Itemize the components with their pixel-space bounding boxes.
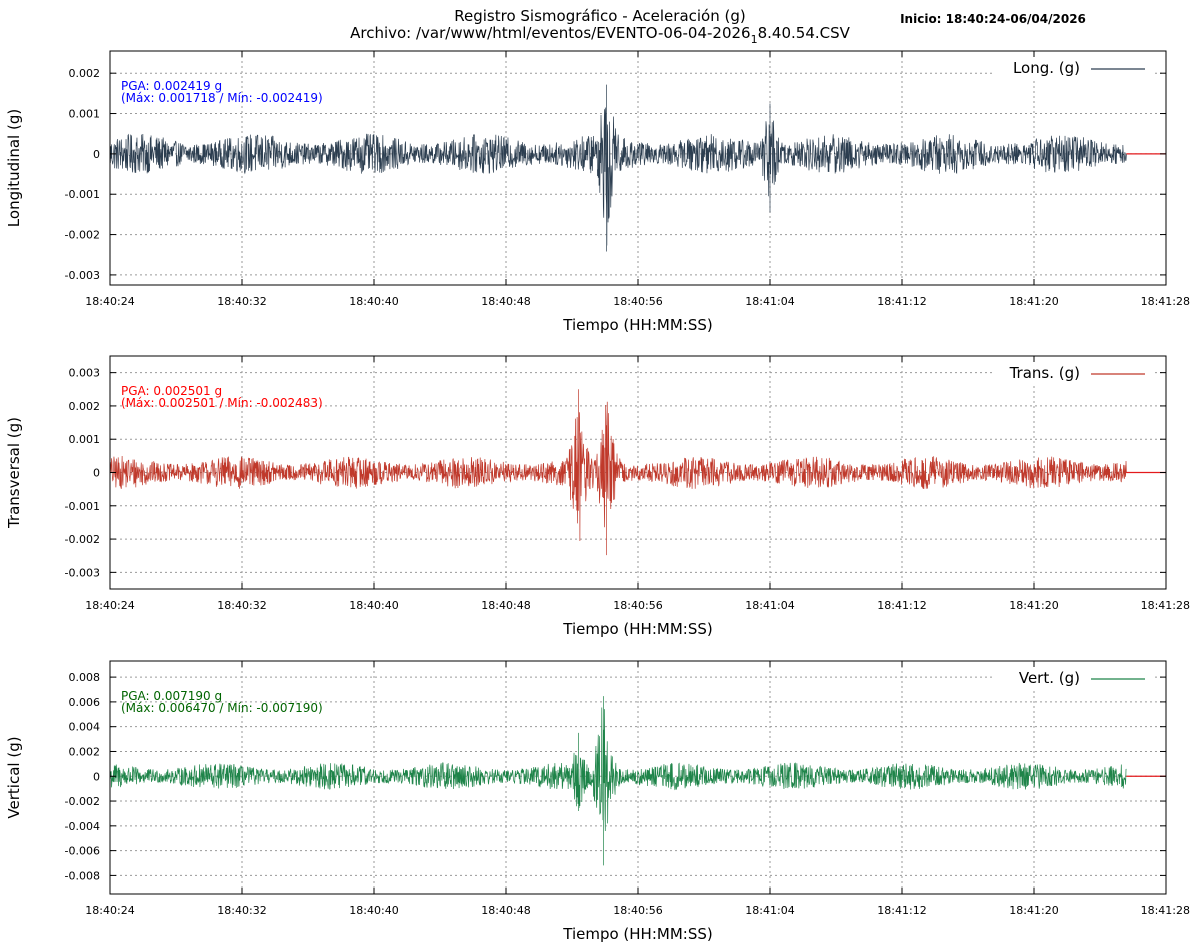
y-tick-label-long-4: -0.002 [65, 229, 100, 242]
x-tick-label-long-1: 18:40:32 [217, 295, 266, 308]
legend-bg-vert [995, 667, 1155, 689]
x-tick-label-vert-7: 18:41:20 [1009, 904, 1058, 917]
y-tick-label-vert-4: 0 [93, 770, 100, 783]
legend-label-vert: Vert. (g) [1019, 669, 1080, 687]
x-tick-label-trans-5: 18:41:04 [745, 599, 794, 612]
y-tick-label-long-0: 0.002 [69, 67, 101, 80]
y-tick-label-trans-2: 0.001 [69, 433, 101, 446]
x-tick-label-long-0: 18:40:24 [85, 295, 134, 308]
pga-label-trans: PGA: 0.002501 g [121, 384, 222, 398]
y-tick-label-long-5: -0.003 [65, 269, 100, 282]
series-line-long [109, 84, 1127, 252]
panel-trans: 0.003 0.002 0.001 0 -0.001 -0.002 -0.003 18:40:… [5, 355, 1190, 638]
series-line-trans [109, 389, 1127, 556]
x-axis-title-vert: Tiempo (HH:MM:SS) [562, 925, 712, 943]
x-tick-label-vert-0: 18:40:24 [85, 904, 134, 917]
y-axis-title-trans: Transversal (g) [5, 417, 23, 529]
y-tick-label-long-3: -0.001 [65, 188, 100, 201]
y-tick-label-trans-3: 0 [93, 467, 100, 480]
pga-range-label-long: (Máx: 0.001718 / Mín: -0.002419) [121, 91, 323, 105]
x-tick-label-long-8: 18:41:28 [1141, 295, 1190, 308]
x-axis-title-long: Tiempo (HH:MM:SS) [562, 316, 712, 334]
y-tick-label-vert-2: 0.004 [69, 721, 101, 734]
start-time-label: Inicio: 18:40:24-06/04/2026 [900, 12, 1086, 26]
grid-long [110, 51, 1166, 285]
x-tick-label-trans-2: 18:40:40 [349, 599, 398, 612]
x-tick-label-vert-3: 18:40:48 [481, 904, 530, 917]
x-tick-label-long-3: 18:40:48 [481, 295, 530, 308]
figure-subtitle-file: Archivo: /var/www/html/eventos/EVENTO-06… [350, 24, 851, 46]
y-tick-label-trans-6: -0.003 [65, 566, 100, 579]
legend-label-long: Long. (g) [1013, 59, 1080, 77]
figure-title: Registro Sismográfico - Aceleración (g) [454, 7, 745, 25]
pga-label-vert: PGA: 0.007190 g [121, 689, 222, 703]
pga-range-label-vert: (Máx: 0.006470 / Mín: -0.007190) [121, 701, 323, 715]
file-path-subscript: 1 [751, 33, 758, 46]
x-tick-label-trans-0: 18:40:24 [85, 599, 134, 612]
y-tick-label-vert-3: 0.002 [69, 745, 101, 758]
legend-label-trans: Trans. (g) [1009, 364, 1080, 382]
y-axis-title-long: Longitudinal (g) [5, 109, 23, 227]
y-tick-label-vert-8: -0.008 [65, 869, 100, 882]
x-tick-label-vert-1: 18:40:32 [217, 904, 266, 917]
x-axis-title-trans: Tiempo (HH:MM:SS) [562, 620, 712, 638]
panel-vert: 0.008 0.006 0.004 0.002 0 -0.002 -0.004 -0.006 -… [5, 660, 1190, 943]
x-tick-label-trans-7: 18:41:20 [1009, 599, 1058, 612]
x-tick-label-long-5: 18:41:04 [745, 295, 794, 308]
grid-vert [110, 661, 1166, 894]
x-tick-label-long-2: 18:40:40 [349, 295, 398, 308]
y-tick-label-long-2: 0 [93, 148, 100, 161]
y-tick-label-vert-6: -0.004 [65, 820, 100, 833]
x-tick-label-vert-6: 18:41:12 [877, 904, 926, 917]
legend-bg-long [995, 57, 1155, 79]
x-tick-label-trans-8: 18:41:28 [1141, 599, 1190, 612]
x-tick-label-trans-4: 18:40:56 [613, 599, 662, 612]
file-path-prefix: Archivo: /var/www/html/eventos/EVENTO-06… [350, 24, 751, 42]
y-tick-label-trans-0: 0.003 [69, 367, 101, 380]
y-tick-label-trans-5: -0.002 [65, 533, 100, 546]
y-axis-title-vert: Vertical (g) [5, 736, 23, 818]
pga-range-label-trans: (Máx: 0.002501 / Mín: -0.002483) [121, 396, 323, 410]
x-tick-label-trans-6: 18:41:12 [877, 599, 926, 612]
x-tick-label-long-6: 18:41:12 [877, 295, 926, 308]
x-tick-label-vert-2: 18:40:40 [349, 904, 398, 917]
x-tick-label-long-7: 18:41:20 [1009, 295, 1058, 308]
legend-bg-trans [995, 362, 1155, 384]
y-tick-label-vert-5: -0.002 [65, 795, 100, 808]
x-tick-label-vert-4: 18:40:56 [613, 904, 662, 917]
x-tick-label-trans-3: 18:40:48 [481, 599, 530, 612]
file-path-suffix: 8.40.54.CSV [758, 24, 851, 42]
x-tick-label-vert-5: 18:41:04 [745, 904, 794, 917]
y-tick-label-trans-4: -0.001 [65, 500, 100, 513]
series-line-vert [109, 696, 1127, 866]
y-tick-label-vert-0: 0.008 [69, 671, 101, 684]
y-tick-label-long-1: 0.001 [69, 108, 101, 121]
y-tick-label-vert-1: 0.006 [69, 696, 101, 709]
y-tick-label-trans-1: 0.002 [69, 400, 101, 413]
x-tick-label-vert-8: 18:41:28 [1141, 904, 1190, 917]
y-tick-label-vert-7: -0.006 [65, 845, 100, 858]
pga-label-long: PGA: 0.002419 g [121, 79, 222, 93]
x-tick-label-trans-1: 18:40:32 [217, 599, 266, 612]
x-tick-label-long-4: 18:40:56 [613, 295, 662, 308]
panel-long: 0.002 0.001 0 -0.001 -0.002 -0.003 18:40:24 18:… [5, 50, 1190, 334]
